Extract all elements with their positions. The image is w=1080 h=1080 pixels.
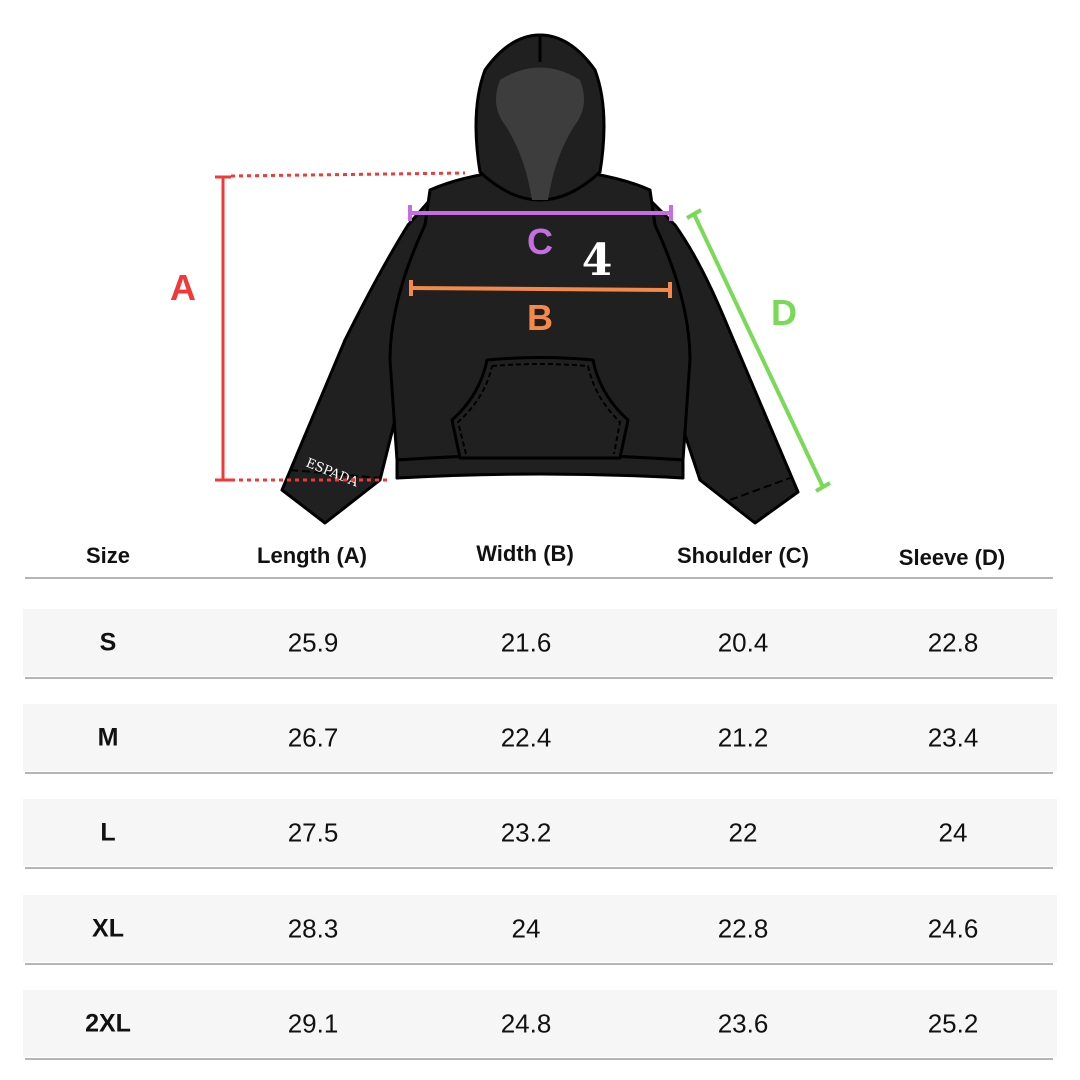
table-row: M 26.7 22.4 21.2 23.4 (23, 704, 1057, 771)
measurement-cell: 25.9 (287, 627, 339, 657)
measure-c-shoulder (408, 205, 673, 221)
right-sleeve (648, 198, 800, 525)
kangaroo-pocket (450, 356, 630, 460)
row-divider (25, 867, 1053, 869)
measure-d-sleeve (686, 208, 831, 493)
measurement-cell: 28.3 (287, 913, 339, 943)
measurement-cell: 24.8 (500, 1008, 552, 1038)
header-divider (25, 577, 1053, 579)
header-size: Size (85, 543, 131, 568)
measurement-cell: 23.2 (500, 817, 552, 847)
measurement-cell: 29.1 (287, 1008, 339, 1038)
label-c: C (527, 221, 553, 262)
chest-print: 4 (582, 235, 613, 286)
label-a: A (170, 267, 196, 308)
row-divider (25, 1058, 1053, 1060)
measurement-cell: 26.7 (287, 722, 339, 752)
label-b: B (527, 297, 553, 338)
measure-a-length (215, 171, 466, 482)
label-d: D (771, 292, 797, 333)
header-length: Length (A) (257, 543, 367, 568)
hoodie-illustration (280, 33, 800, 525)
measurement-cell: 22.8 (927, 627, 979, 657)
measurement-cell: 23.4 (927, 722, 979, 752)
measurement-cell: 23.6 (717, 1008, 769, 1038)
measurement-cell: 20.4 (717, 627, 769, 657)
measurement-cell: 22 (728, 817, 758, 847)
header-width: Width (B) (476, 541, 574, 566)
measurement-cell: 22.4 (500, 722, 552, 752)
table-row: S 25.9 21.6 20.4 22.8 (23, 609, 1057, 676)
measurement-cell: 24 (938, 817, 968, 847)
hood-inner (496, 67, 584, 200)
header-sleeve: Sleeve (D) (898, 545, 1006, 570)
measure-b-width (409, 280, 672, 298)
header-shoulder: Shoulder (C) (677, 543, 809, 568)
measurement-cell: 24 (511, 913, 541, 943)
measurement-cell: 21.6 (500, 627, 552, 657)
size-cell: L (100, 818, 116, 846)
table-row: 2XL 29.1 24.8 23.6 25.2 (23, 990, 1057, 1057)
measurement-cell: 24.6 (927, 913, 979, 943)
measurement-cell: 22.8 (717, 913, 769, 943)
measurement-cell: 21.2 (717, 722, 769, 752)
hoodie-diagram: 4 ESPADA A C B D (170, 33, 831, 525)
size-cell: M (97, 723, 119, 751)
measurement-cell: 27.5 (287, 817, 339, 847)
row-divider (25, 677, 1053, 679)
size-cell: XL (92, 914, 124, 942)
left-sleeve (280, 198, 432, 525)
table-row: L 27.5 23.2 22 24 (23, 799, 1057, 866)
row-divider (25, 772, 1053, 774)
measurement-cell: 25.2 (927, 1008, 979, 1038)
row-divider (25, 963, 1053, 965)
size-cell: S (99, 628, 117, 656)
size-cell: 2XL (85, 1009, 131, 1037)
table-row: XL 28.3 24 22.8 24.6 (23, 895, 1057, 962)
